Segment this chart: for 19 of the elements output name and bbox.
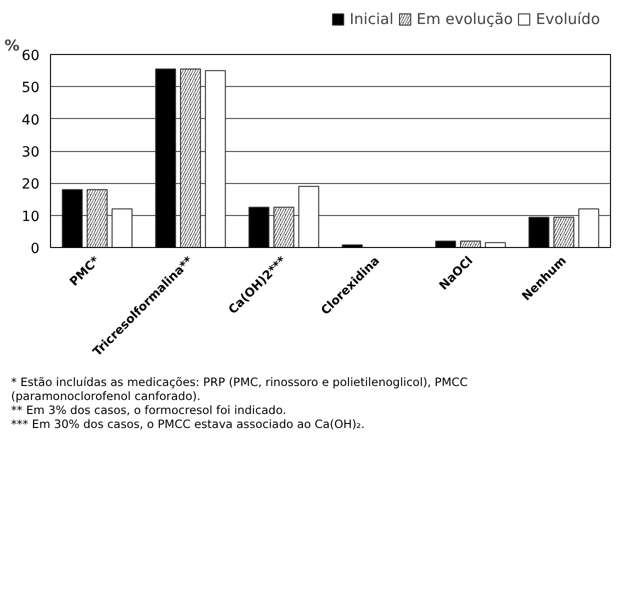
- legend-label: Inicial: [350, 10, 394, 28]
- legend-label: Evoluído: [536, 10, 600, 28]
- y-tick-label: 40: [22, 112, 40, 128]
- y-tick-label: 30: [22, 144, 40, 160]
- y-tick-label: 50: [22, 80, 40, 96]
- y-tick-label: 10: [22, 208, 40, 225]
- text: *** Em 30% dos casos, o PMCC estava associado ao Ca(OH)₂.: [11, 417, 365, 431]
- bar: [484, 242, 506, 248]
- bar: [112, 208, 133, 248]
- bar: [578, 208, 600, 248]
- y-tick-label: 20: [22, 176, 40, 193]
- bar: [204, 70, 226, 248]
- y-tick-label: 0: [30, 241, 40, 257]
- legend-label: Em evolução: [416, 10, 513, 28]
- y-axis-title: %: [4, 36, 20, 54]
- text: ** Em 3% dos casos, o formocresol foi indicado.: [11, 403, 286, 417]
- y-tick-label: 60: [22, 48, 40, 64]
- bar: [298, 186, 320, 248]
- text: * Estão incluídas as medicações: PRP (PMC, rinossoro e polietilenoglicol), PMCC (paramonoclorofenol canforado).: [11, 375, 468, 403]
